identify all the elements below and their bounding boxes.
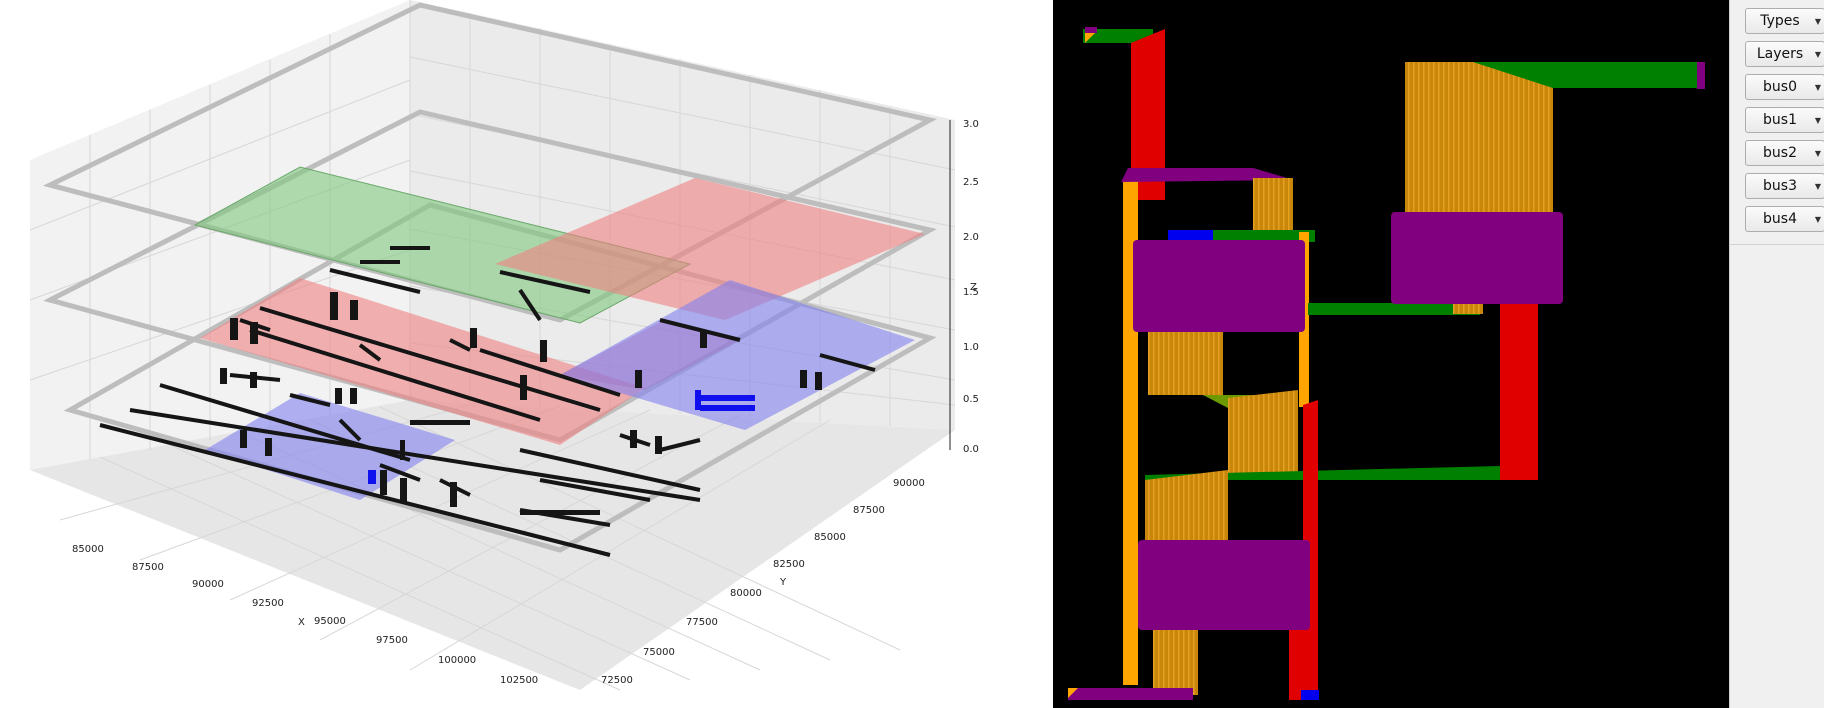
z-tick: 0.0 (963, 444, 979, 455)
bus3-dropdown-button[interactable]: bus3 ▼ (1745, 173, 1824, 199)
z-tick: 3.0 (963, 119, 979, 130)
y-tick: 82500 (773, 559, 805, 570)
bus0-dropdown-button[interactable]: bus0 ▼ (1745, 74, 1824, 100)
chevron-down-icon: ▼ (1814, 49, 1822, 59)
y-axis-label: Y (779, 577, 787, 588)
y-tick: 72500 (601, 675, 633, 686)
chevron-down-icon: ▼ (1814, 115, 1822, 125)
y-tick: 85000 (814, 532, 846, 543)
x-tick: 95000 (314, 616, 346, 627)
z-tick: 2.5 (963, 177, 979, 188)
button-label: bus2 (1763, 145, 1797, 161)
z-tick: 0.5 (963, 394, 979, 405)
x-tick: 85000 (72, 544, 104, 555)
x-tick: 102500 (500, 675, 538, 686)
y-tick: 77500 (686, 617, 718, 628)
z-axis-label: Z (970, 282, 977, 293)
bus4-dropdown-button[interactable]: bus4 ▼ (1745, 206, 1824, 232)
z-tick: 1.5 (963, 287, 979, 298)
x-tick: 87500 (132, 562, 164, 573)
y-tick: 87500 (853, 505, 885, 516)
button-label: bus0 (1763, 79, 1797, 95)
z-tick: 1.0 (963, 342, 979, 353)
button-group: Types ▼ Layers ▼ bus0 ▼ bus1 ▼ bus2 ▼ bu… (1730, 0, 1824, 245)
button-label: bus1 (1763, 112, 1797, 128)
x-tick: 90000 (192, 579, 224, 590)
y-tick: 90000 (893, 478, 925, 489)
chevron-down-icon: ▼ (1814, 16, 1822, 26)
chevron-down-icon: ▼ (1814, 181, 1822, 191)
chevron-down-icon: ▼ (1814, 148, 1822, 158)
layers-dropdown-button[interactable]: Layers ▼ (1745, 41, 1824, 67)
x-tick: 97500 (376, 635, 408, 646)
button-label: bus3 (1763, 178, 1797, 194)
x-tick: 92500 (252, 598, 284, 609)
3d-plot: 0.0 0.5 1.0 1.5 2.0 2.5 3.0 Z 85000 8750… (29, 0, 979, 691)
layout-canvas[interactable] (1053, 0, 1729, 708)
y-tick: 80000 (730, 588, 762, 599)
button-label: Layers (1756, 46, 1804, 62)
button-label: Types (1760, 13, 1800, 29)
button-label: bus4 (1763, 211, 1797, 227)
chevron-down-icon: ▼ (1814, 214, 1822, 224)
chevron-down-icon: ▼ (1814, 82, 1822, 92)
types-dropdown-button[interactable]: Types ▼ (1745, 8, 1824, 34)
x-tick: 100000 (438, 655, 476, 666)
pane-divider[interactable] (1045, 0, 1053, 708)
bus1-dropdown-button[interactable]: bus1 ▼ (1745, 107, 1824, 133)
control-panel: Types ▼ Layers ▼ bus0 ▼ bus1 ▼ bus2 ▼ bu… (1729, 0, 1824, 708)
z-tick: 2.0 (963, 232, 979, 243)
y-tick: 75000 (643, 647, 675, 658)
x-axis-label: X (298, 617, 305, 628)
bus2-dropdown-button[interactable]: bus2 ▼ (1745, 140, 1824, 166)
